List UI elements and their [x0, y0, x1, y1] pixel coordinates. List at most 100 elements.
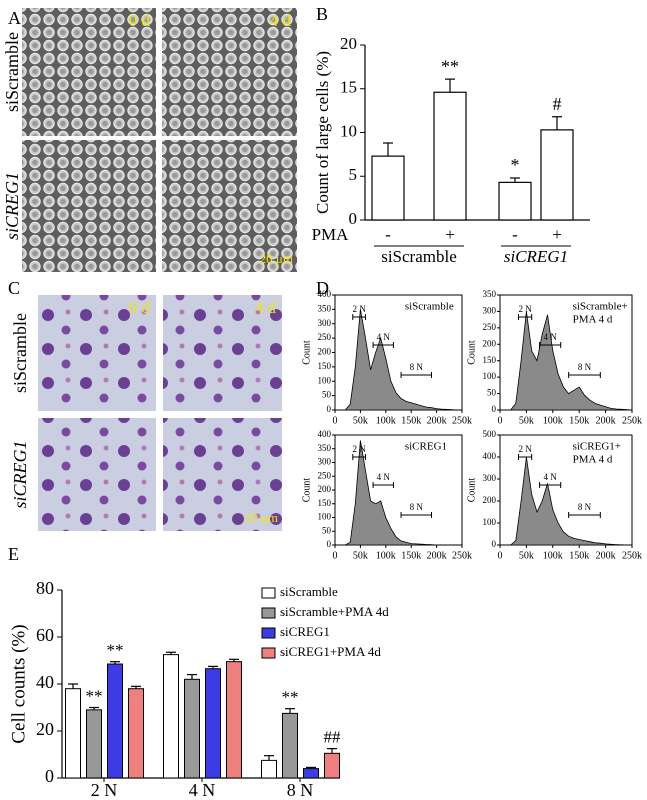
legend-label: siScramble: [280, 584, 338, 599]
x-tick-label: 150k: [569, 415, 589, 426]
x-tick-label: 250k: [622, 415, 642, 426]
significance-mark: **: [441, 56, 459, 76]
histogram: [509, 456, 632, 546]
legend-swatch: [261, 587, 276, 599]
gate-label: 4 N: [377, 332, 391, 342]
group-label: siScramble: [381, 247, 457, 266]
row-label: siCREG1: [10, 440, 30, 508]
panel-label: A: [8, 8, 21, 28]
x-tick-label: 2 N: [91, 780, 118, 800]
y-tick-label: 10: [340, 121, 357, 140]
plot-title: siCREG1+: [573, 441, 621, 453]
category-label: +: [445, 225, 455, 244]
y-tick-label: 15: [340, 78, 357, 97]
y-axis-label: Cell counts (%): [8, 624, 29, 743]
bar: [303, 768, 319, 779]
y-tick-label: 300: [483, 473, 497, 483]
x-tick-label: 100k: [376, 415, 396, 426]
y-tick-label: 0: [45, 766, 54, 786]
y-tick-label: 50: [487, 388, 497, 398]
bar: [184, 678, 200, 779]
legend-swatch: [261, 607, 276, 619]
legend-label: siScramble+PMA 4d: [280, 604, 389, 619]
y-tick-label: 80: [36, 578, 54, 598]
overlay-label: 0 d: [129, 298, 151, 317]
x-tick-label: 200k: [596, 415, 616, 426]
x-tick-label: 100k: [543, 550, 563, 561]
y-tick-label: 500: [483, 429, 497, 439]
y-tick-label: 150: [318, 361, 332, 371]
plot-title: PMA 4 d: [573, 314, 613, 326]
category-label: -: [512, 225, 518, 244]
x-tick-label: 50k: [353, 550, 368, 561]
gate-label: 2 N: [353, 444, 367, 454]
y-tick-label: 400: [483, 451, 497, 461]
micrograph: [163, 418, 282, 531]
micrograph: [38, 418, 156, 531]
y-tick-label: 0: [327, 404, 332, 414]
gate-label: 8 N: [578, 502, 592, 512]
overlay-label: 4 d: [255, 298, 277, 317]
x-tick-label: 250k: [452, 415, 472, 426]
y-axis-label: Count: [301, 340, 312, 365]
y-tick-label: 200: [483, 495, 497, 505]
gate-label: 2 N: [518, 444, 532, 454]
group-label: siCREG1: [504, 247, 568, 266]
histogram: [344, 309, 462, 411]
micrograph: [38, 295, 156, 411]
y-tick-label: 350: [483, 289, 497, 299]
micrograph: [162, 8, 297, 136]
significance-mark: **: [86, 686, 103, 705]
y-tick-label: 250: [318, 332, 332, 342]
gate-label: 4 N: [377, 472, 391, 482]
y-tick-label: 20: [36, 719, 54, 739]
x-tick-label: 200k: [427, 415, 447, 426]
x-tick-label: 150k: [401, 550, 421, 561]
x-tick-label: 100k: [376, 550, 396, 561]
bar: [205, 668, 221, 779]
panel-label: B: [316, 4, 328, 24]
y-axis-label: Count of large cells (%): [313, 51, 332, 214]
y-tick-label: 40: [36, 672, 54, 692]
x-tick-label: 150k: [401, 415, 421, 426]
panel-label: D: [316, 278, 329, 298]
overlay-label: 4 d: [270, 11, 292, 30]
factor-label: PMA: [312, 225, 350, 244]
y-tick-label: 400: [318, 429, 332, 439]
legend-label: siCREG1+PMA 4d: [280, 644, 381, 659]
bar: [226, 661, 242, 779]
gate-label: 8 N: [578, 362, 592, 372]
gate-label: 8 N: [410, 362, 424, 372]
row-label: siScramble: [2, 32, 22, 112]
x-tick-label: 4 N: [189, 780, 216, 800]
gate-label: 2 N: [353, 304, 367, 314]
bar: [107, 663, 123, 779]
row-label: siCREG1: [2, 172, 22, 240]
x-tick-label: 0: [333, 550, 338, 561]
histogram: [509, 311, 633, 411]
y-tick-label: 0: [492, 404, 497, 414]
y-tick-label: 50: [322, 525, 332, 535]
significance-mark: **: [107, 641, 124, 660]
bar: [371, 155, 405, 221]
y-tick-label: 250: [483, 322, 497, 332]
gate-label: 4 N: [544, 332, 558, 342]
y-tick-label: 150: [318, 498, 332, 508]
y-tick-label: 60: [36, 625, 54, 645]
y-tick-label: 5: [349, 165, 358, 184]
x-tick-label: 200k: [596, 550, 616, 561]
histogram: [345, 440, 462, 546]
bar: [498, 181, 532, 221]
legend-label: siCREG1: [280, 624, 330, 639]
x-tick-label: 0: [333, 415, 338, 426]
panel-label: E: [8, 544, 19, 564]
micrograph: [162, 140, 297, 272]
x-tick-label: 100k: [543, 415, 563, 426]
x-tick-label: 50k: [519, 415, 534, 426]
panel-label: C: [8, 278, 20, 298]
x-tick-label: 8 N: [287, 780, 314, 800]
y-axis-label: Count: [466, 340, 477, 365]
y-tick-label: 0: [349, 209, 358, 228]
gate-label: 8 N: [410, 502, 424, 512]
bar: [433, 91, 467, 221]
